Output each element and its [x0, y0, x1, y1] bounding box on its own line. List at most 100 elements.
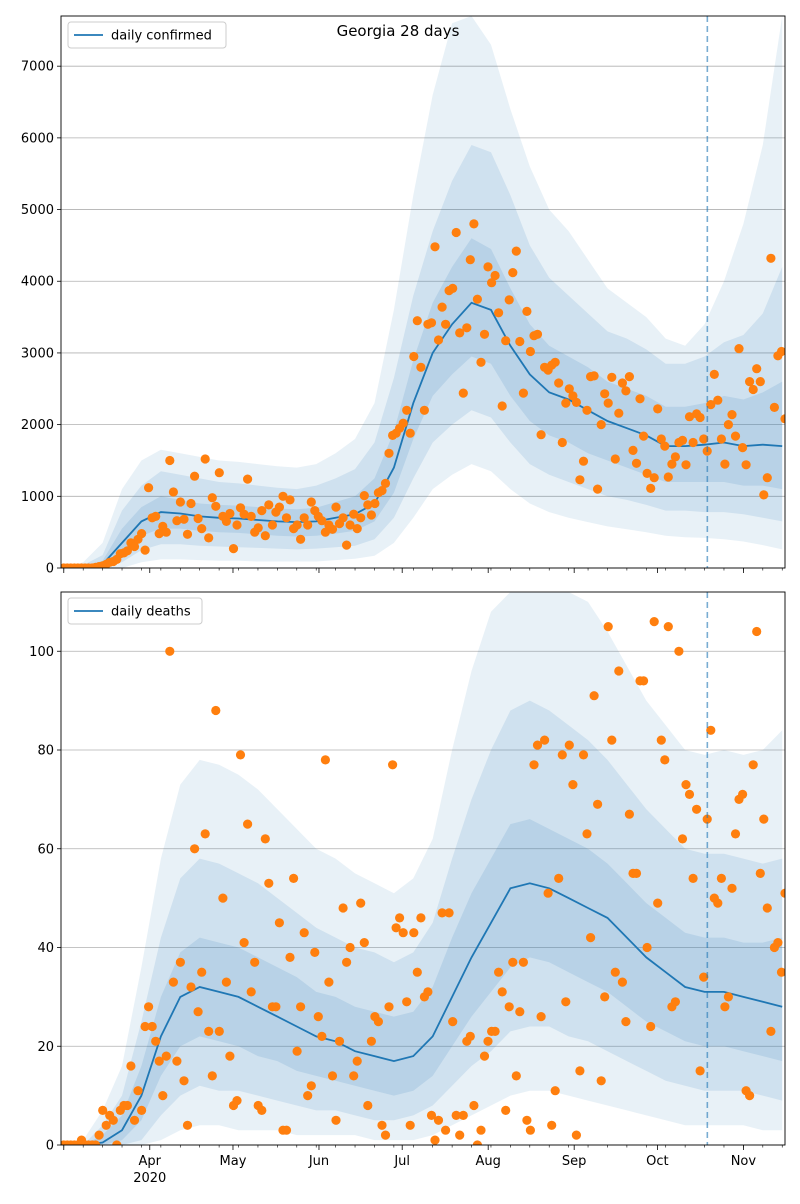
data-point: [755, 868, 765, 879]
data-point: [246, 987, 256, 997]
data-point: [356, 898, 366, 908]
data-point: [568, 780, 578, 790]
data-point: [494, 308, 504, 318]
data-point: [762, 473, 772, 483]
data-point: [380, 1130, 391, 1140]
data-point: [617, 977, 628, 987]
data-point: [547, 1120, 557, 1130]
data-point: [366, 510, 376, 520]
data-point: [596, 420, 606, 430]
band-outer-area: [63, 16, 783, 568]
data-point: [334, 1036, 345, 1046]
data-point: [600, 992, 610, 1002]
y-tick-label: 0: [46, 1139, 54, 1154]
data-point: [766, 1026, 776, 1036]
data-point: [748, 384, 758, 395]
data-point: [656, 434, 666, 444]
y-tick-label: 0: [46, 562, 54, 577]
data-point: [462, 323, 472, 333]
data-point: [197, 967, 207, 977]
data-point: [412, 967, 422, 977]
data-point: [501, 1105, 511, 1115]
data-point: [296, 1002, 306, 1012]
y-tick-label: 100: [29, 645, 54, 660]
data-point: [384, 448, 394, 458]
y-tick-label: 5000: [21, 203, 54, 218]
data-point: [745, 1091, 755, 1101]
data-point: [221, 516, 231, 527]
data-point: [508, 268, 518, 278]
data-point: [561, 997, 571, 1007]
data-point: [479, 329, 490, 339]
data-point: [281, 1125, 292, 1135]
data-point: [504, 1002, 514, 1012]
data-point: [349, 509, 359, 519]
data-point: [639, 431, 649, 441]
data-point: [610, 454, 620, 464]
data-point: [752, 364, 762, 374]
chart-title: Georgia 28 days: [337, 22, 460, 40]
confirmed-points: [61, 219, 785, 568]
data-point: [716, 873, 727, 884]
y-tick-label: 2000: [21, 418, 54, 433]
y-tick-label: 7000: [21, 60, 54, 75]
data-point: [536, 1012, 546, 1022]
data-point: [727, 410, 737, 420]
data-point: [554, 378, 564, 388]
data-point: [207, 1071, 217, 1081]
data-point: [720, 459, 730, 469]
x-tick-label: Nov: [731, 1154, 757, 1169]
data-point: [239, 938, 249, 948]
data-point: [370, 498, 380, 509]
band-outer-area: [63, 592, 783, 1145]
data-point: [571, 1130, 582, 1140]
data-point: [458, 1110, 468, 1120]
data-point: [745, 377, 755, 387]
data-point: [175, 957, 185, 967]
data-point: [716, 434, 727, 444]
data-point: [624, 372, 635, 382]
data-point: [713, 395, 723, 405]
data-point: [441, 319, 451, 329]
data-point: [168, 487, 178, 497]
data-point: [243, 474, 253, 484]
data-point: [402, 997, 412, 1007]
data-point: [161, 527, 171, 537]
data-point: [688, 437, 698, 448]
data-point: [405, 1120, 415, 1130]
data-point: [338, 513, 348, 523]
data-point: [766, 253, 776, 263]
data-point: [211, 705, 221, 716]
band-mid-area: [63, 700, 783, 1145]
data-point: [91, 1140, 101, 1145]
data-point: [603, 622, 613, 632]
data-point: [426, 1110, 437, 1120]
data-point: [674, 646, 684, 656]
data-point: [430, 242, 440, 252]
data-point: [101, 1120, 111, 1130]
data-point: [243, 819, 253, 829]
data-point: [289, 873, 299, 884]
y-tick-label: 60: [37, 842, 54, 857]
data-point: [617, 378, 628, 388]
data-point: [642, 468, 652, 478]
x-tick-label: Apr: [139, 1154, 162, 1169]
data-point: [426, 318, 437, 328]
data-point: [320, 527, 330, 537]
data-point: [670, 452, 681, 462]
data-point: [720, 1002, 730, 1012]
data-point: [363, 500, 373, 510]
median-line: [63, 882, 783, 1145]
data-point: [98, 1105, 108, 1115]
legend-label-confirmed: daily confirmed: [111, 29, 212, 44]
data-point: [476, 1125, 486, 1135]
data-point: [557, 750, 567, 760]
data-point: [182, 529, 193, 539]
data-point: [264, 878, 274, 888]
data-point: [699, 972, 709, 982]
x-year-label: 2020: [133, 1171, 166, 1186]
data-point: [232, 520, 242, 530]
data-point: [515, 336, 525, 347]
data-point: [511, 1071, 521, 1081]
data-point: [706, 400, 716, 410]
